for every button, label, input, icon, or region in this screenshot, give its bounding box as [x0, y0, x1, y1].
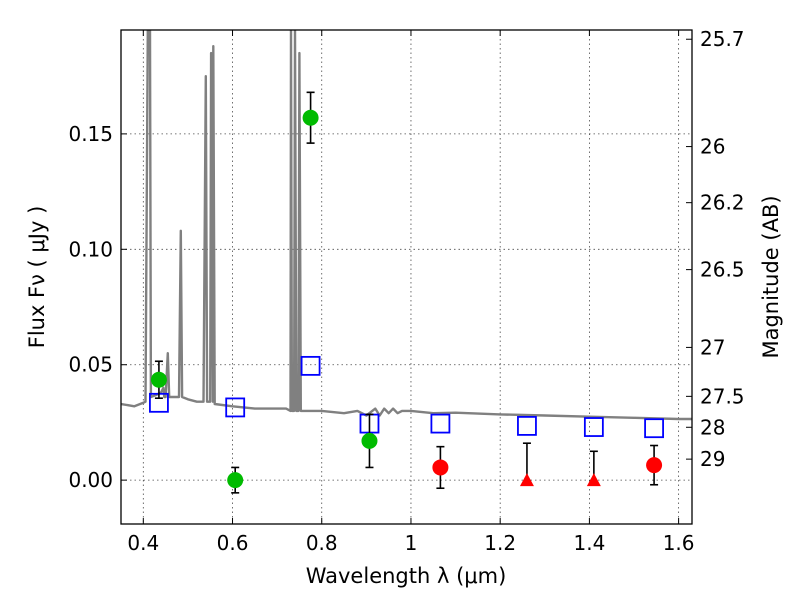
- model-band-square: [300, 355, 321, 376]
- magnitude-tick-label: 25.7: [700, 27, 745, 51]
- y-axis-ticks: 0.00 0.05 0.10 0.15: [68, 122, 127, 492]
- y-tick-label: 0.05: [68, 353, 113, 377]
- grid: [121, 30, 692, 524]
- magnitude-tick-label: 26.5: [700, 258, 745, 282]
- model-spectrum-line: [121, 30, 692, 421]
- magnitude-tick-label: 29: [700, 447, 725, 471]
- x-tick-label: 0.4: [127, 531, 159, 555]
- plot-area: [121, 30, 692, 494]
- x-tick-label: 1.6: [663, 531, 695, 555]
- photometry-point: [646, 457, 663, 474]
- data-markers: [149, 91, 664, 494]
- magnitude-tick-label: 27.5: [700, 384, 745, 408]
- x-tick-label: 1.2: [484, 531, 516, 555]
- y-tick-label: 0.10: [68, 237, 113, 261]
- model-spectrum: [121, 30, 692, 421]
- magnitude-tick-label: 26.2: [700, 191, 745, 215]
- photometry-point: [361, 432, 378, 449]
- plot-frame: [120, 29, 693, 525]
- magnitude-tick-label: 27: [700, 335, 725, 359]
- magnitude-tick-label: 28: [700, 415, 725, 439]
- model-band-square: [430, 413, 451, 434]
- y-axis-label: Flux Fν ( μJy ): [25, 206, 49, 349]
- magnitude-axis-label: Magnitude (AB): [759, 195, 783, 358]
- model-band-square: [225, 397, 246, 418]
- y-tick-label: 0.00: [68, 468, 113, 492]
- model-band-square: [517, 415, 537, 436]
- x-tick-label: 0.8: [306, 531, 338, 555]
- upper-limit-triangle: [586, 473, 601, 487]
- magnitude-tick-label: 26: [700, 135, 725, 159]
- y-tick-label: 0.15: [68, 122, 113, 146]
- x-axis-label: Wavelength λ (μm): [306, 564, 507, 588]
- model-band-square: [644, 418, 664, 439]
- x-axis-ticks: 0.4 0.6 0.8 1 1.2 1.4 1.6: [127, 30, 695, 555]
- photometry-point: [150, 371, 167, 388]
- model-band-square: [583, 417, 604, 437]
- x-tick-label: 1.4: [573, 531, 605, 555]
- magnitude-axis-ticks: 25.7 26 26.2 26.5 27 27.5 28 29: [686, 27, 745, 471]
- photometry-point: [227, 472, 244, 489]
- upper-limit-triangle: [519, 473, 534, 487]
- photometry-point: [432, 459, 449, 476]
- photometry-point: [302, 109, 319, 126]
- x-tick-label: 0.6: [217, 531, 249, 555]
- x-tick-label: 1: [405, 531, 418, 555]
